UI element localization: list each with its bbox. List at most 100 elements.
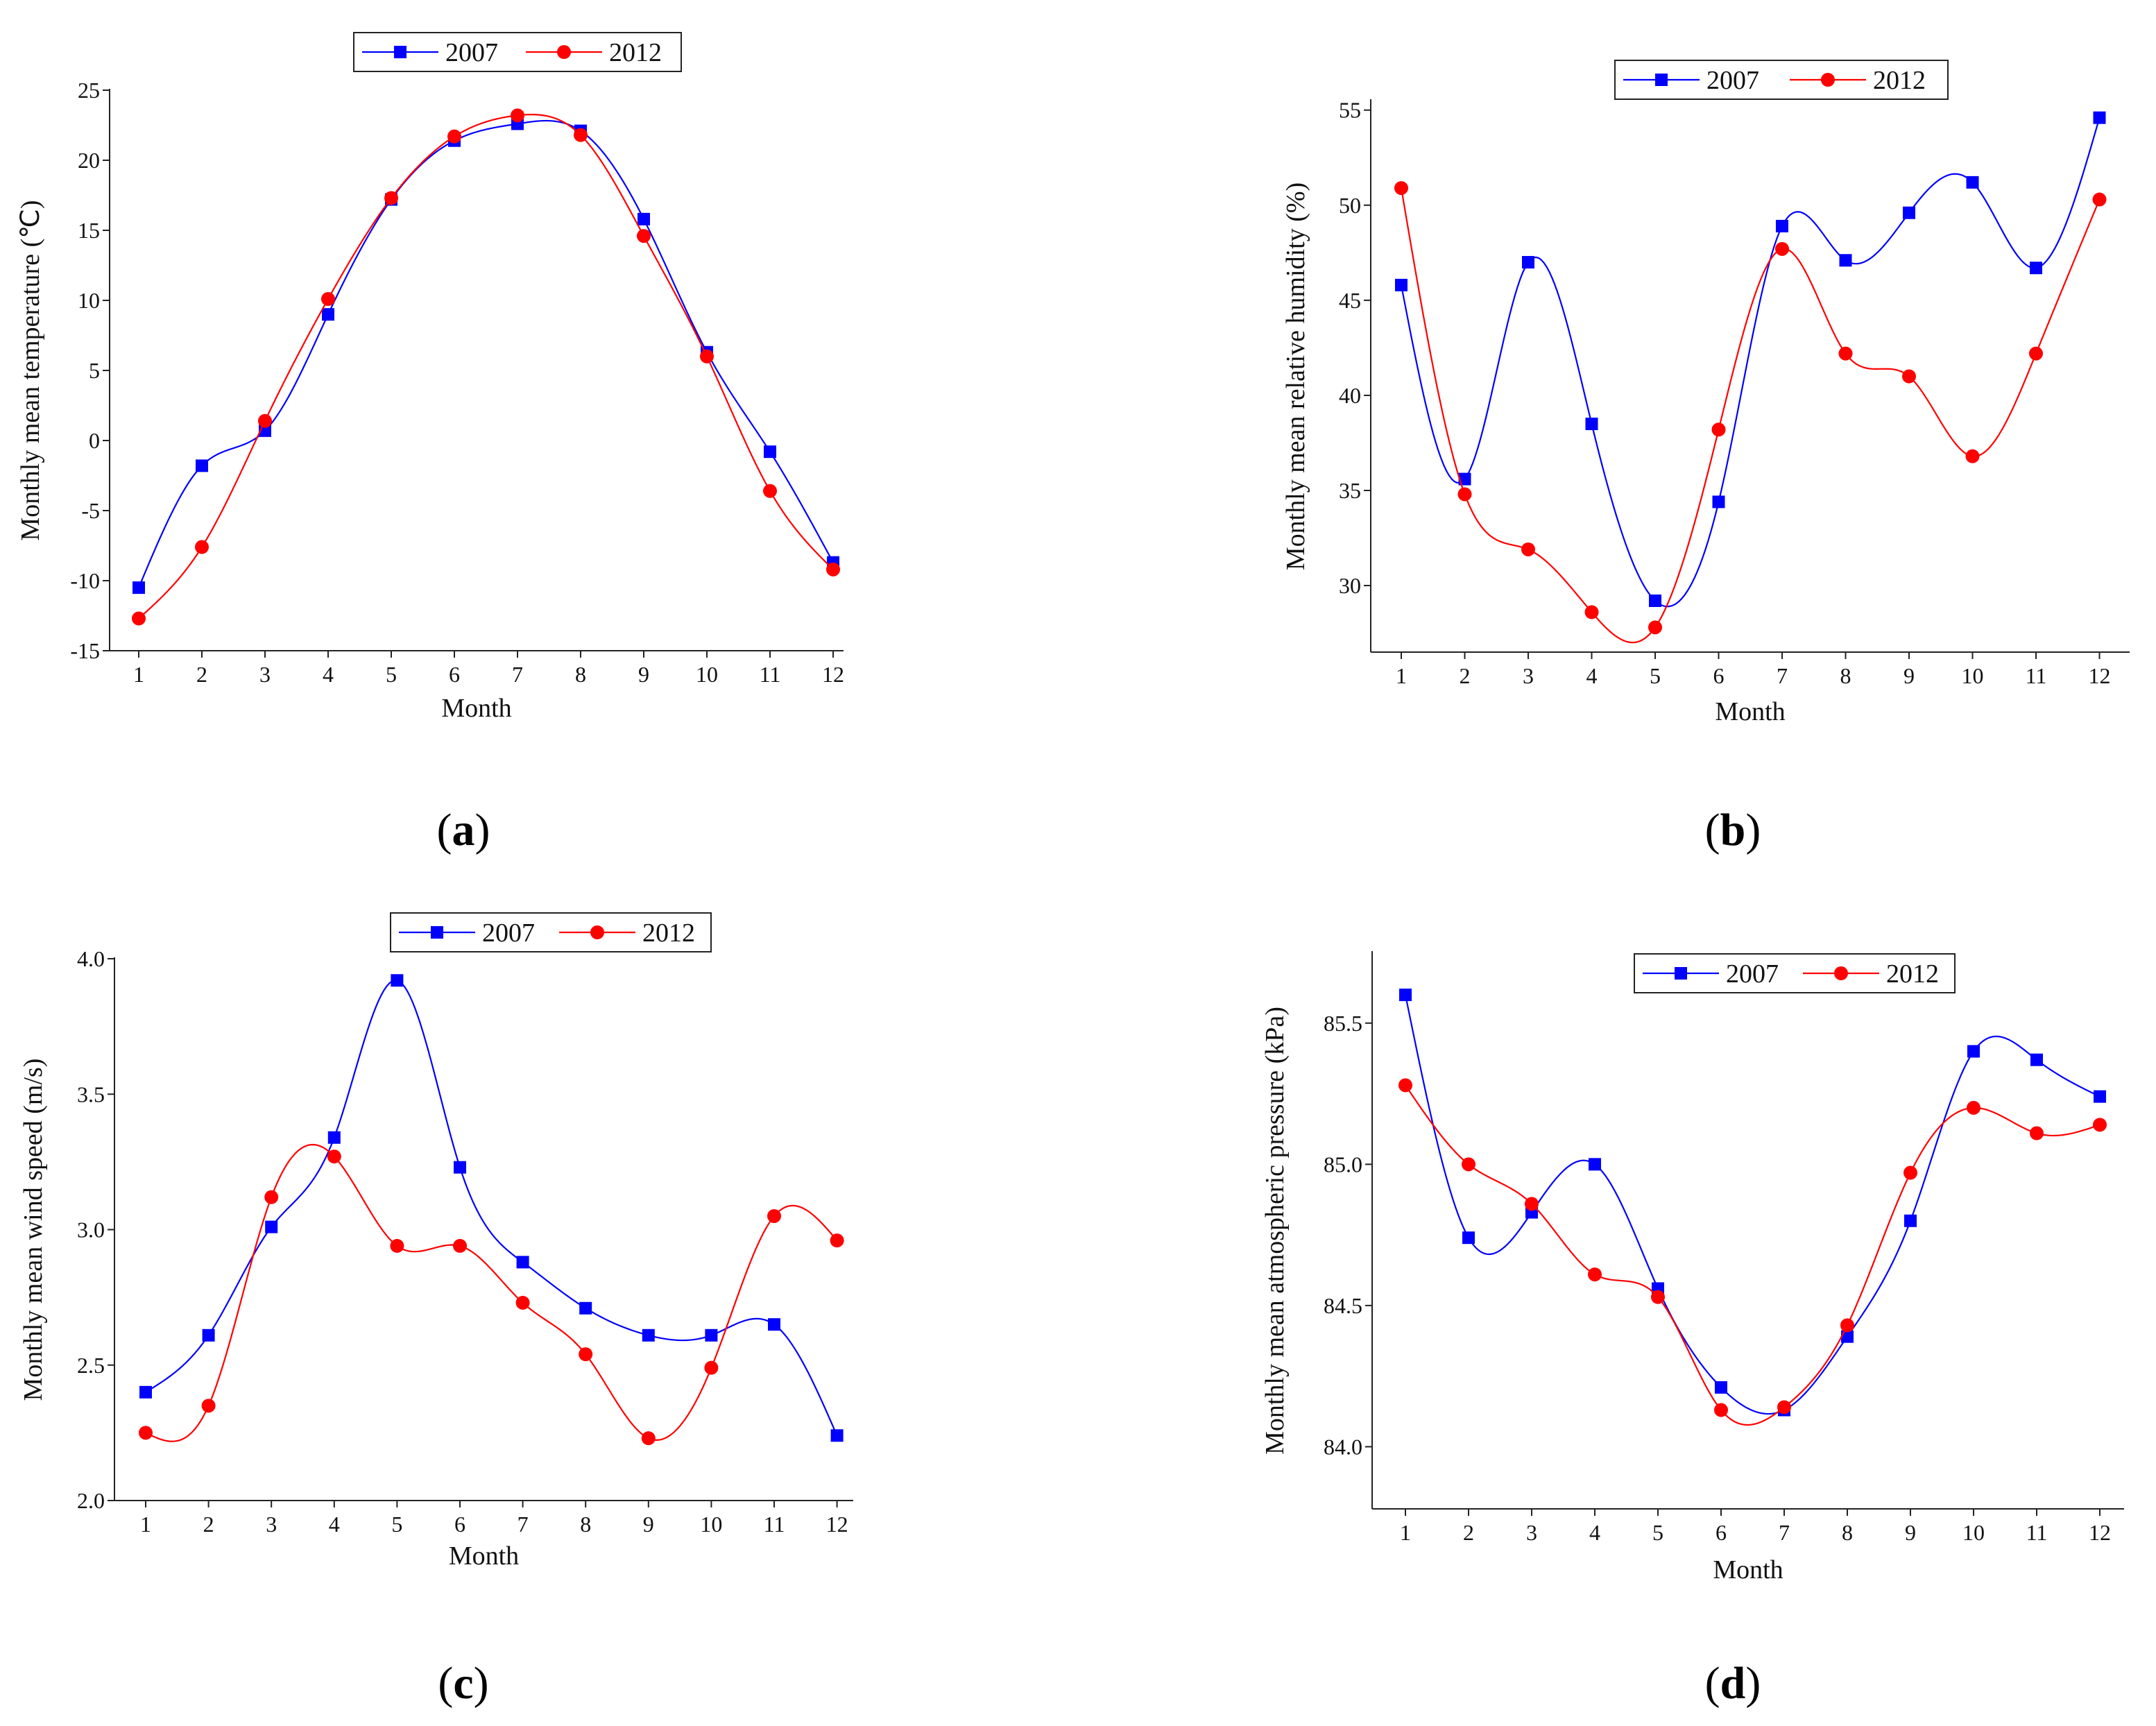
data-point-2007 (2030, 1053, 2043, 1066)
data-point-2012 (511, 108, 524, 123)
legend: 2007 2012 (390, 912, 712, 952)
series-line-2012 (138, 113, 834, 620)
data-point-2012 (132, 611, 146, 626)
x-tick-label: 7 (517, 1512, 529, 1537)
legend-marker-2012 (1834, 966, 1848, 980)
data-point-2007 (1649, 594, 1661, 607)
x-tick-label: 2 (196, 662, 207, 687)
data-point-2012 (447, 129, 461, 144)
y-tick-label: 2.0 (77, 1488, 105, 1513)
data-point-2007 (705, 1328, 718, 1342)
data-point-2012 (1775, 241, 1789, 256)
data-point-2007 (1903, 206, 1915, 219)
data-point-2012 (201, 1399, 216, 1413)
data-point-2012 (258, 413, 272, 428)
data-point-2007 (1715, 1381, 1727, 1394)
x-tick-label: 3 (266, 1512, 277, 1537)
panel-paren-open: ( (437, 805, 452, 855)
data-point-2012 (384, 191, 398, 205)
data-point-2007 (2030, 262, 2042, 275)
legend-box (390, 912, 712, 952)
x-tick-label: 7 (1779, 1520, 1790, 1545)
x-tick-label: 1 (140, 1512, 151, 1537)
data-point-2012 (830, 1233, 844, 1248)
x-tick-label: 7 (1777, 663, 1788, 688)
y-axis-label: Monthly mean atmospheric pressure (kPa) (1260, 1007, 1290, 1455)
data-point-2007 (1841, 1330, 1854, 1343)
panel-letter: c (453, 1658, 473, 1709)
x-tick-label: 10 (1962, 663, 1984, 688)
data-point-2012 (453, 1238, 467, 1253)
y-tick-label: 15 (78, 218, 100, 243)
data-point-2007 (139, 1385, 152, 1399)
data-point-2012 (515, 1295, 530, 1310)
panel-paren-open: ( (438, 1658, 453, 1709)
y-tick-label: -15 (70, 638, 100, 663)
data-point-2007 (1399, 989, 1412, 1002)
series-line-2012 (145, 1143, 838, 1442)
x-tick-label: 5 (391, 1512, 402, 1537)
data-point-2007 (1522, 256, 1534, 269)
legend-marker-2007 (1655, 74, 1668, 86)
y-tick-label: 2.5 (77, 1353, 105, 1378)
panel-letter: a (452, 805, 475, 855)
data-point-2012 (1777, 1400, 1791, 1415)
y-tick-label: 0 (89, 428, 100, 453)
data-point-2007 (196, 459, 208, 472)
y-axis-label: Monthly mean wind speed (m/s) (19, 1059, 48, 1401)
data-point-2012 (1525, 1197, 1539, 1211)
data-point-2012 (139, 1426, 153, 1440)
x-tick-label: 4 (1586, 663, 1598, 688)
series-line-2007 (145, 980, 838, 1436)
panel-paren-close: ) (474, 1658, 489, 1709)
panel-label: (a) (437, 805, 490, 855)
data-point-2007 (1589, 1158, 1601, 1171)
x-tick-label: 8 (1842, 1520, 1853, 1545)
y-tick-label: -5 (81, 498, 100, 523)
data-point-2007 (1585, 418, 1598, 431)
data-point-2012 (767, 1208, 781, 1223)
y-tick-label: 40 (1339, 383, 1361, 408)
series-line-2012 (1405, 1084, 2101, 1426)
x-tick-label: 6 (1716, 1520, 1727, 1545)
data-point-2007 (1967, 1045, 1980, 1058)
panel-label: (c) (438, 1658, 488, 1709)
x-tick-label: 2 (203, 1512, 214, 1537)
data-point-2007 (1776, 219, 1788, 232)
data-point-2007 (1462, 1231, 1475, 1245)
y-tick-label: 85.5 (1324, 1011, 1362, 1036)
data-point-2007 (1395, 278, 1408, 291)
data-point-2012 (1711, 422, 1726, 437)
legend-label-2012: 2012 (1873, 66, 1926, 95)
x-tick-label: 12 (2089, 663, 2111, 688)
series-line-2007 (1400, 117, 2101, 608)
data-point-2012 (641, 1431, 656, 1446)
data-point-2012 (2092, 192, 2107, 207)
data-point-2012 (2029, 346, 2043, 361)
legend-box (353, 32, 682, 72)
data-point-2012 (579, 1347, 593, 1362)
x-tick-label: 6 (449, 662, 460, 687)
x-tick-label: 5 (386, 662, 397, 687)
data-point-2007 (454, 1161, 466, 1174)
x-axis-label: Month (1713, 1555, 1783, 1584)
x-tick-label: 1 (1396, 663, 1407, 688)
data-point-2012 (2030, 1126, 2044, 1140)
data-point-2007 (1904, 1214, 1917, 1227)
data-point-2012 (1394, 181, 1408, 196)
data-point-2007 (768, 1318, 780, 1331)
data-point-2007 (391, 974, 404, 987)
y-tick-label: 3.5 (77, 1082, 105, 1106)
data-point-2012 (704, 1360, 719, 1375)
series-line-2012 (1400, 187, 2101, 644)
data-point-2007 (327, 1131, 341, 1144)
data-point-2012 (1967, 1100, 1980, 1115)
panel-label: (d) (1705, 1658, 1761, 1709)
x-tick-label: 5 (1652, 1520, 1663, 1545)
x-axis-label: Month (1715, 697, 1785, 726)
panel-label: (b) (1705, 805, 1761, 855)
chart-c: 2.02.53.03.54.01 2 3 4 5 6 7 8 9 10 11 12MonthMonth… (19, 912, 853, 1709)
y-tick-label: 45 (1339, 288, 1361, 313)
x-tick-label: 8 (575, 662, 586, 687)
